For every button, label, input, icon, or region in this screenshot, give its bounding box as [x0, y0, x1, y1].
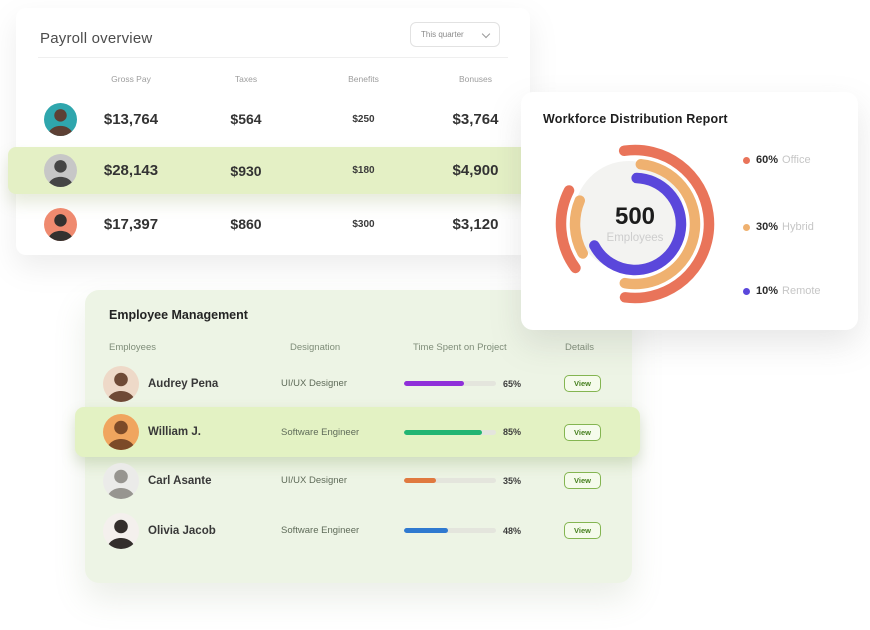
progress-label: 65%: [503, 378, 522, 389]
employee-designation: Software Engineer: [281, 525, 360, 536]
view-button[interactable]: View: [564, 423, 601, 441]
workforce-donut: 500 Employees: [549, 138, 721, 310]
employee-designation: Software Engineer: [281, 426, 360, 438]
payroll-card: Payroll overview This quarter Gross Pay …: [8, 8, 542, 255]
progress-fill: [404, 429, 483, 435]
taxes-value: $860: [230, 216, 262, 232]
column-header-designation: Designation: [290, 342, 341, 353]
legend-label: Remote: [782, 285, 821, 297]
payroll-row[interactable]: $13,764 $564 $250 $3,764: [16, 94, 530, 144]
column-header-time-spent: Time Spent on Project: [413, 342, 507, 353]
legend-label: Hybrid: [782, 221, 814, 233]
payroll-row[interactable]: $17,397 $860 $300 $3,120: [16, 199, 530, 249]
avatar: [44, 154, 77, 187]
column-header-bonuses: Bonuses: [458, 74, 493, 84]
column-header-employees: Employees: [109, 342, 156, 353]
legend-percent: 60%: [756, 154, 779, 166]
view-button[interactable]: View: [564, 375, 601, 392]
workforce-title: Workforce Distribution Report: [543, 112, 728, 126]
employee-management-card: Employee Management Employees Designatio…: [75, 290, 640, 583]
employee-row[interactable]: Carl Asante UI/UX Designer 35% View: [85, 456, 632, 505]
progress-bar: [404, 381, 496, 386]
payroll-row-highlighted[interactable]: $28,143 $930 $180 $4,900: [8, 147, 542, 194]
avatar: [44, 207, 77, 241]
employee-designation: UI/UX Designer: [281, 378, 347, 389]
legend-item-hybrid: 30% Hybrid: [743, 221, 814, 233]
progress-bar: [404, 528, 496, 533]
bonuses-value: $4,900: [452, 162, 499, 179]
column-header-details: Details: [565, 342, 595, 353]
payroll-title: Payroll overview: [40, 30, 153, 47]
quarter-filter-label: This quarter: [421, 30, 464, 39]
divider: [38, 57, 508, 58]
column-header-gross-pay: Gross Pay: [111, 74, 151, 84]
workforce-card: Workforce Distribution Report 500 Employ…: [521, 92, 858, 330]
progress-label: 35%: [503, 475, 522, 486]
legend-dot: [743, 156, 750, 164]
view-button[interactable]: View: [564, 472, 601, 489]
gross-pay-value: $17,397: [103, 215, 159, 233]
legend-label: Office: [782, 154, 811, 166]
gross-pay-value: $13,764: [103, 110, 159, 128]
progress-fill: [404, 381, 464, 386]
avatar: [44, 102, 77, 136]
legend-item-office: 60% Office: [743, 154, 811, 166]
gross-pay-value: $28,143: [103, 162, 159, 179]
employee-row-highlighted[interactable]: William J. Software Engineer 85% View: [75, 407, 640, 457]
avatar: [103, 512, 139, 549]
payroll-table-header: Gross Pay Taxes Benefits Bonuses: [16, 74, 530, 84]
legend-item-remote: 10% Remote: [743, 285, 821, 297]
legend-percent: 10%: [756, 285, 779, 297]
avatar: [103, 414, 139, 450]
taxes-value: $930: [230, 162, 262, 179]
taxes-value: $564: [230, 111, 262, 127]
avatar: [103, 365, 139, 402]
employee-table-header: Employees Designation Time Spent on Proj…: [109, 342, 632, 353]
employee-row[interactable]: Audrey Pena UI/UX Designer 65% View: [85, 359, 632, 408]
benefits-value: $300: [352, 218, 375, 230]
progress-fill: [404, 478, 437, 483]
progress-bar: [404, 478, 496, 483]
progress-label: 85%: [503, 427, 522, 437]
quarter-filter-dropdown[interactable]: This quarter: [410, 22, 500, 47]
bonuses-value: $3,120: [452, 215, 499, 233]
benefits-value: $250: [352, 113, 375, 125]
legend-dot: [743, 223, 750, 231]
donut-rings-chart: [555, 144, 715, 304]
benefits-value: $180: [352, 165, 375, 176]
employee-name: Audrey Pena: [148, 377, 219, 390]
chevron-down-icon: [481, 29, 491, 38]
column-header-benefits: Benefits: [348, 74, 379, 84]
avatar: [103, 462, 139, 499]
progress-fill: [404, 528, 449, 533]
progress-bar: [404, 429, 496, 435]
employee-name: Olivia Jacob: [148, 524, 216, 537]
employee-row[interactable]: Olivia Jacob Software Engineer 48% View: [85, 506, 632, 555]
employee-name: Carl Asante: [148, 474, 212, 487]
column-header-taxes: Taxes: [234, 74, 258, 84]
progress-label: 48%: [503, 525, 522, 536]
employee-designation: UI/UX Designer: [281, 475, 347, 486]
legend-dot: [743, 287, 750, 295]
employee-management-title: Employee Management: [109, 308, 248, 322]
view-button[interactable]: View: [564, 522, 601, 539]
employee-name: William J.: [148, 426, 201, 438]
bonuses-value: $3,764: [452, 110, 499, 128]
legend-percent: 30%: [756, 221, 779, 233]
